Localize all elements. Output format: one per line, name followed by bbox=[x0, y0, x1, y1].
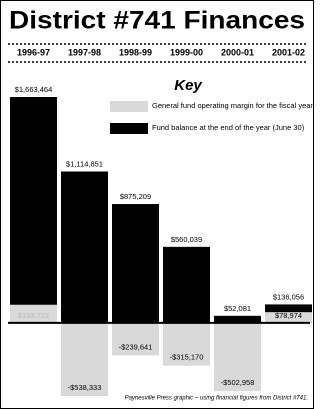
value-label: $133,722 bbox=[18, 311, 49, 320]
source-note: Paynesville Press graphic – using financ… bbox=[125, 396, 308, 402]
x-tick-label: 1999-00 bbox=[170, 47, 203, 57]
bar bbox=[61, 322, 108, 396]
bar bbox=[265, 312, 312, 323]
value-label: $52,081 bbox=[224, 304, 251, 313]
x-tick-label: 1998-99 bbox=[119, 47, 152, 57]
value-label: -$239,641 bbox=[119, 342, 153, 351]
value-label: $560,039 bbox=[171, 235, 202, 244]
x-tick-label: 1996-97 bbox=[17, 47, 50, 57]
legend-swatch bbox=[110, 101, 148, 112]
bar bbox=[10, 304, 57, 323]
bar bbox=[112, 322, 159, 356]
value-label: $875,209 bbox=[120, 192, 151, 201]
x-tick-label: 2000-01 bbox=[221, 47, 254, 57]
legend-title: Key bbox=[174, 77, 202, 94]
value-label: -$502,958 bbox=[221, 378, 255, 387]
legend-label: General fund operating margin for the fi… bbox=[152, 101, 313, 110]
bar bbox=[163, 246, 210, 323]
legend-swatch bbox=[110, 123, 148, 134]
bar bbox=[10, 97, 57, 323]
x-tick-label: 2001-02 bbox=[272, 47, 305, 57]
value-label: $78,974 bbox=[275, 311, 302, 320]
value-label: $1,114,851 bbox=[66, 159, 103, 168]
x-tick-label: 1997-98 bbox=[68, 47, 101, 57]
bar bbox=[163, 322, 210, 366]
legend-label: Fund balance at the end of the year (Jun… bbox=[152, 123, 305, 132]
value-label: -$538,333 bbox=[68, 383, 102, 392]
bar bbox=[61, 171, 108, 323]
value-label: -$315,170 bbox=[170, 353, 204, 362]
bar bbox=[214, 322, 261, 392]
chart-title: District #741 Finances bbox=[9, 7, 305, 35]
value-label: $136,056 bbox=[273, 292, 304, 301]
bar bbox=[112, 204, 159, 323]
bar bbox=[214, 315, 261, 323]
value-label: $1,663,464 bbox=[15, 85, 53, 94]
